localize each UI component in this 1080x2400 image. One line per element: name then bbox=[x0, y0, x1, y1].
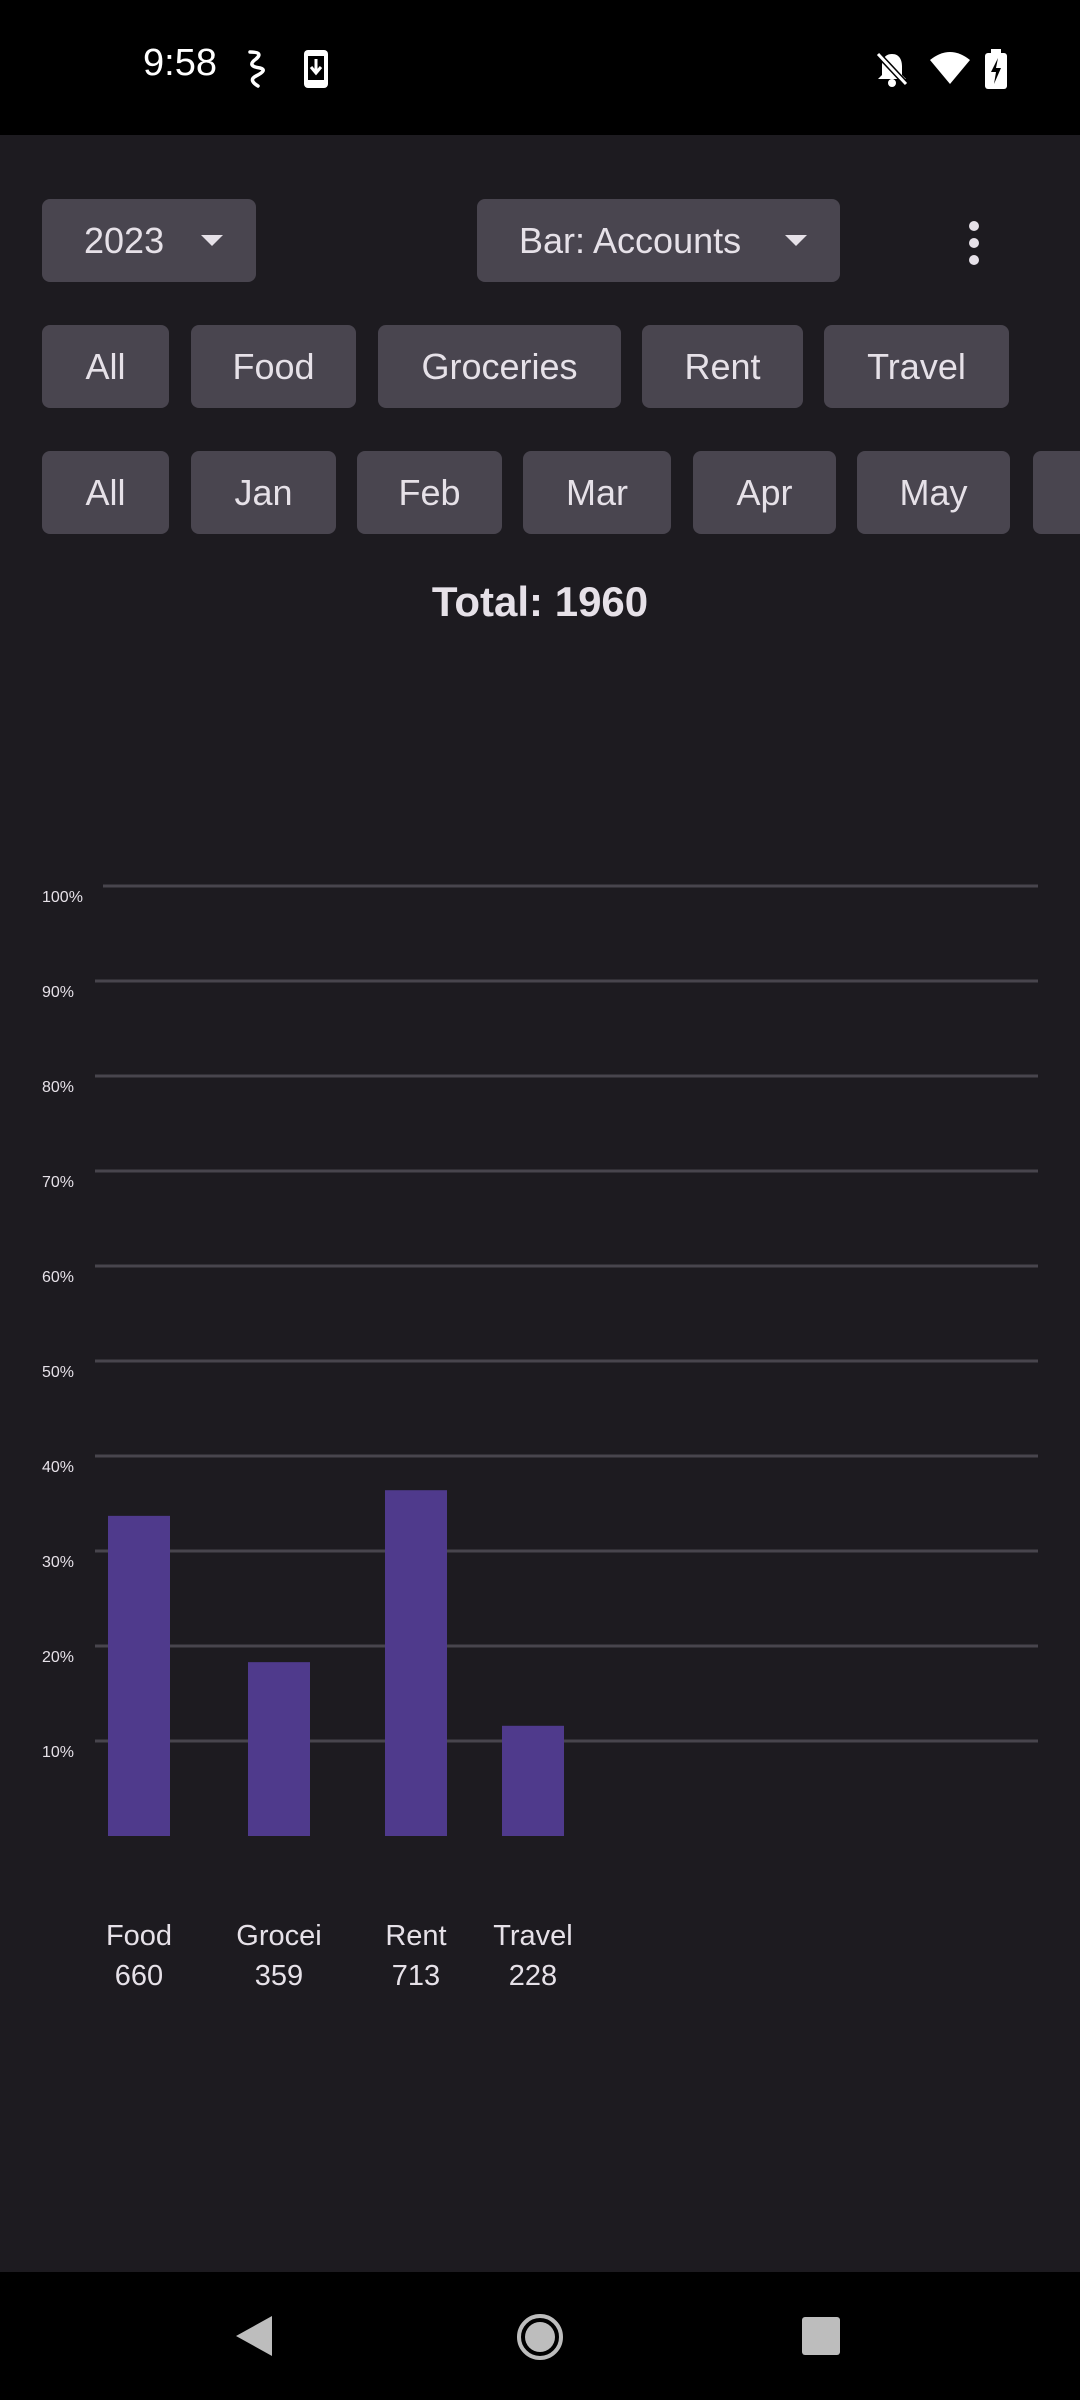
y-tick-label: 30% bbox=[42, 1554, 74, 1571]
y-tick-label: 70% bbox=[42, 1174, 74, 1191]
chart-mode-chevron-down-icon bbox=[785, 235, 807, 246]
download-notification-icon bbox=[304, 50, 328, 88]
bar-chart: 10% 20% 30% 40% 50% 60% 70% 80% 90% 100% bbox=[42, 884, 1038, 1836]
month-chip-jan[interactable]: Jan bbox=[191, 451, 336, 534]
recents-icon[interactable] bbox=[800, 2315, 842, 2357]
bar-groceries[interactable] bbox=[248, 1662, 310, 1836]
more-options-icon[interactable] bbox=[955, 213, 995, 273]
y-tick-label: 40% bbox=[42, 1459, 74, 1476]
y-tick-label: 60% bbox=[42, 1269, 74, 1286]
category-chip-rent[interactable]: Rent bbox=[642, 325, 803, 408]
month-chip-all[interactable]: All bbox=[42, 451, 169, 534]
y-tick-label: 80% bbox=[42, 1079, 74, 1096]
category-chip-food[interactable]: Food bbox=[191, 325, 356, 408]
y-tick-label: 10% bbox=[42, 1744, 74, 1761]
month-chip-overflow[interactable] bbox=[1033, 451, 1080, 534]
month-chip-feb[interactable]: Feb bbox=[357, 451, 502, 534]
total-amount: Total: 1960 bbox=[431, 578, 649, 625]
notifications-off-icon bbox=[875, 51, 909, 87]
year-dropdown[interactable]: 2023 bbox=[42, 199, 256, 282]
chart-mode-dropdown-value: Bar: Accounts bbox=[519, 219, 742, 261]
bar-rent[interactable] bbox=[385, 1490, 447, 1836]
year-chevron-down-icon bbox=[201, 235, 223, 246]
category-chip-travel[interactable]: Travel bbox=[824, 325, 1009, 408]
y-tick-label: 90% bbox=[42, 984, 74, 1001]
month-chip-mar[interactable]: Mar bbox=[523, 451, 671, 534]
status-bar: 9:58 bbox=[0, 0, 1080, 135]
y-tick-label: 100% bbox=[42, 889, 83, 906]
bar-value-label: 660 bbox=[114, 1960, 164, 1992]
battery-charging-icon bbox=[985, 49, 1007, 89]
bar-category-label: Grocei bbox=[236, 1920, 322, 1952]
category-chip-all[interactable]: All bbox=[42, 325, 169, 408]
back-icon[interactable] bbox=[232, 2312, 276, 2360]
bar-travel[interactable] bbox=[502, 1725, 564, 1836]
bar-food[interactable] bbox=[108, 1515, 170, 1836]
year-dropdown-value: 2023 bbox=[84, 219, 165, 261]
y-tick-label: 20% bbox=[42, 1649, 74, 1666]
month-chip-may[interactable]: May bbox=[857, 451, 1010, 534]
month-chip-apr[interactable]: Apr bbox=[693, 451, 836, 534]
signal-squiggle-icon bbox=[248, 50, 265, 88]
bar-category-label: Travel bbox=[493, 1920, 573, 1952]
app-content: 2023 Bar: Accounts All Food Groceries Re… bbox=[0, 135, 1080, 2272]
bar-value-label: 359 bbox=[254, 1960, 304, 1992]
bar-category-label: Rent bbox=[385, 1920, 447, 1952]
status-time: 9:58 bbox=[143, 42, 217, 84]
bar-category-label: Food bbox=[105, 1920, 173, 1952]
bar-value-label: 713 bbox=[391, 1960, 441, 1992]
y-tick-label: 50% bbox=[42, 1364, 74, 1381]
home-icon[interactable] bbox=[515, 2312, 565, 2362]
category-chip-groceries[interactable]: Groceries bbox=[378, 325, 621, 408]
navigation-bar bbox=[0, 2272, 1080, 2400]
bar-value-label: 228 bbox=[508, 1960, 558, 1992]
chart-mode-dropdown[interactable]: Bar: Accounts bbox=[477, 199, 840, 282]
wifi-icon bbox=[930, 52, 970, 84]
